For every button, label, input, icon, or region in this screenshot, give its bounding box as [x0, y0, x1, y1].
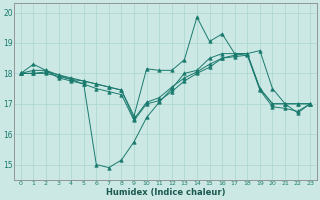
X-axis label: Humidex (Indice chaleur): Humidex (Indice chaleur) [106, 188, 225, 197]
